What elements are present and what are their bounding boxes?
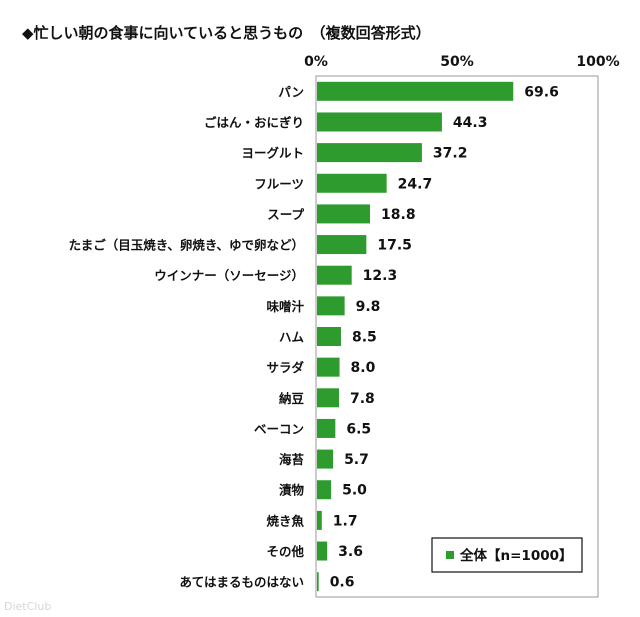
- category-label: その他: [266, 544, 304, 559]
- bar: [317, 418, 336, 438]
- value-label: 17.5: [377, 238, 412, 254]
- category-label: ヨーグルト: [241, 146, 304, 161]
- x-tick-label: 50%: [440, 54, 474, 70]
- category-label: 味噌汁: [266, 299, 304, 314]
- category-label: ハム: [279, 330, 305, 345]
- value-label: 8.0: [351, 360, 376, 376]
- bar: [317, 388, 339, 408]
- bar: [317, 480, 332, 500]
- watermark-logo: DietClub: [4, 600, 52, 613]
- bar: [317, 235, 367, 255]
- value-label: 0.6: [330, 575, 355, 591]
- x-tick-label: 100%: [576, 54, 619, 70]
- bar: [317, 265, 352, 285]
- value-label: 24.7: [398, 176, 433, 192]
- category-label: ベーコン: [254, 421, 304, 436]
- bar: [317, 510, 322, 530]
- value-label: 3.6: [338, 544, 363, 560]
- category-label: ごはん・おにぎり: [204, 115, 304, 130]
- value-label: 9.8: [356, 299, 381, 315]
- category-label: 海苔: [279, 452, 304, 467]
- bar: [317, 143, 422, 163]
- value-label: 12.3: [363, 268, 398, 284]
- legend-box: [431, 537, 583, 573]
- bar: [317, 327, 341, 346]
- category-label: パン: [278, 84, 304, 99]
- category-label: 焼き魚: [266, 513, 304, 528]
- category-label: ウインナー（ソーセージ）: [154, 268, 304, 283]
- legend-label: 全体【n=1000】: [459, 547, 573, 564]
- bar: [317, 572, 319, 592]
- category-label: スープ: [267, 207, 304, 222]
- plot-frame: [315, 75, 599, 598]
- category-label: サラダ: [266, 360, 304, 375]
- x-tick-label: 0%: [304, 54, 328, 70]
- bar: [317, 173, 387, 193]
- category-label: あてはまるものはない: [179, 575, 304, 590]
- bar: [317, 296, 345, 316]
- value-label: 69.6: [524, 84, 559, 100]
- bar: [317, 204, 371, 224]
- value-label: 5.7: [344, 452, 369, 468]
- value-label: 7.8: [350, 391, 375, 407]
- value-label: 44.3: [453, 115, 488, 131]
- category-label: 納豆: [279, 391, 305, 406]
- value-label: 8.5: [352, 330, 377, 346]
- value-label: 37.2: [433, 146, 468, 162]
- legend-swatch: [446, 551, 454, 559]
- category-label: 漬物: [279, 483, 305, 498]
- bar: [317, 357, 340, 377]
- bar: [317, 112, 442, 132]
- bar: [317, 541, 328, 561]
- chart-title: ◆忙しい朝の食事に向いていると思うもの （複数回答形式）: [22, 24, 431, 42]
- bar: [317, 449, 334, 469]
- category-label: フルーツ: [254, 176, 304, 191]
- bar: [317, 81, 514, 101]
- value-label: 18.8: [381, 207, 416, 223]
- value-label: 6.5: [346, 421, 371, 437]
- value-label: 1.7: [333, 513, 358, 529]
- value-label: 5.0: [342, 483, 367, 499]
- category-label: たまご（目玉焼き、卵焼き、ゆで卵など）: [69, 238, 304, 253]
